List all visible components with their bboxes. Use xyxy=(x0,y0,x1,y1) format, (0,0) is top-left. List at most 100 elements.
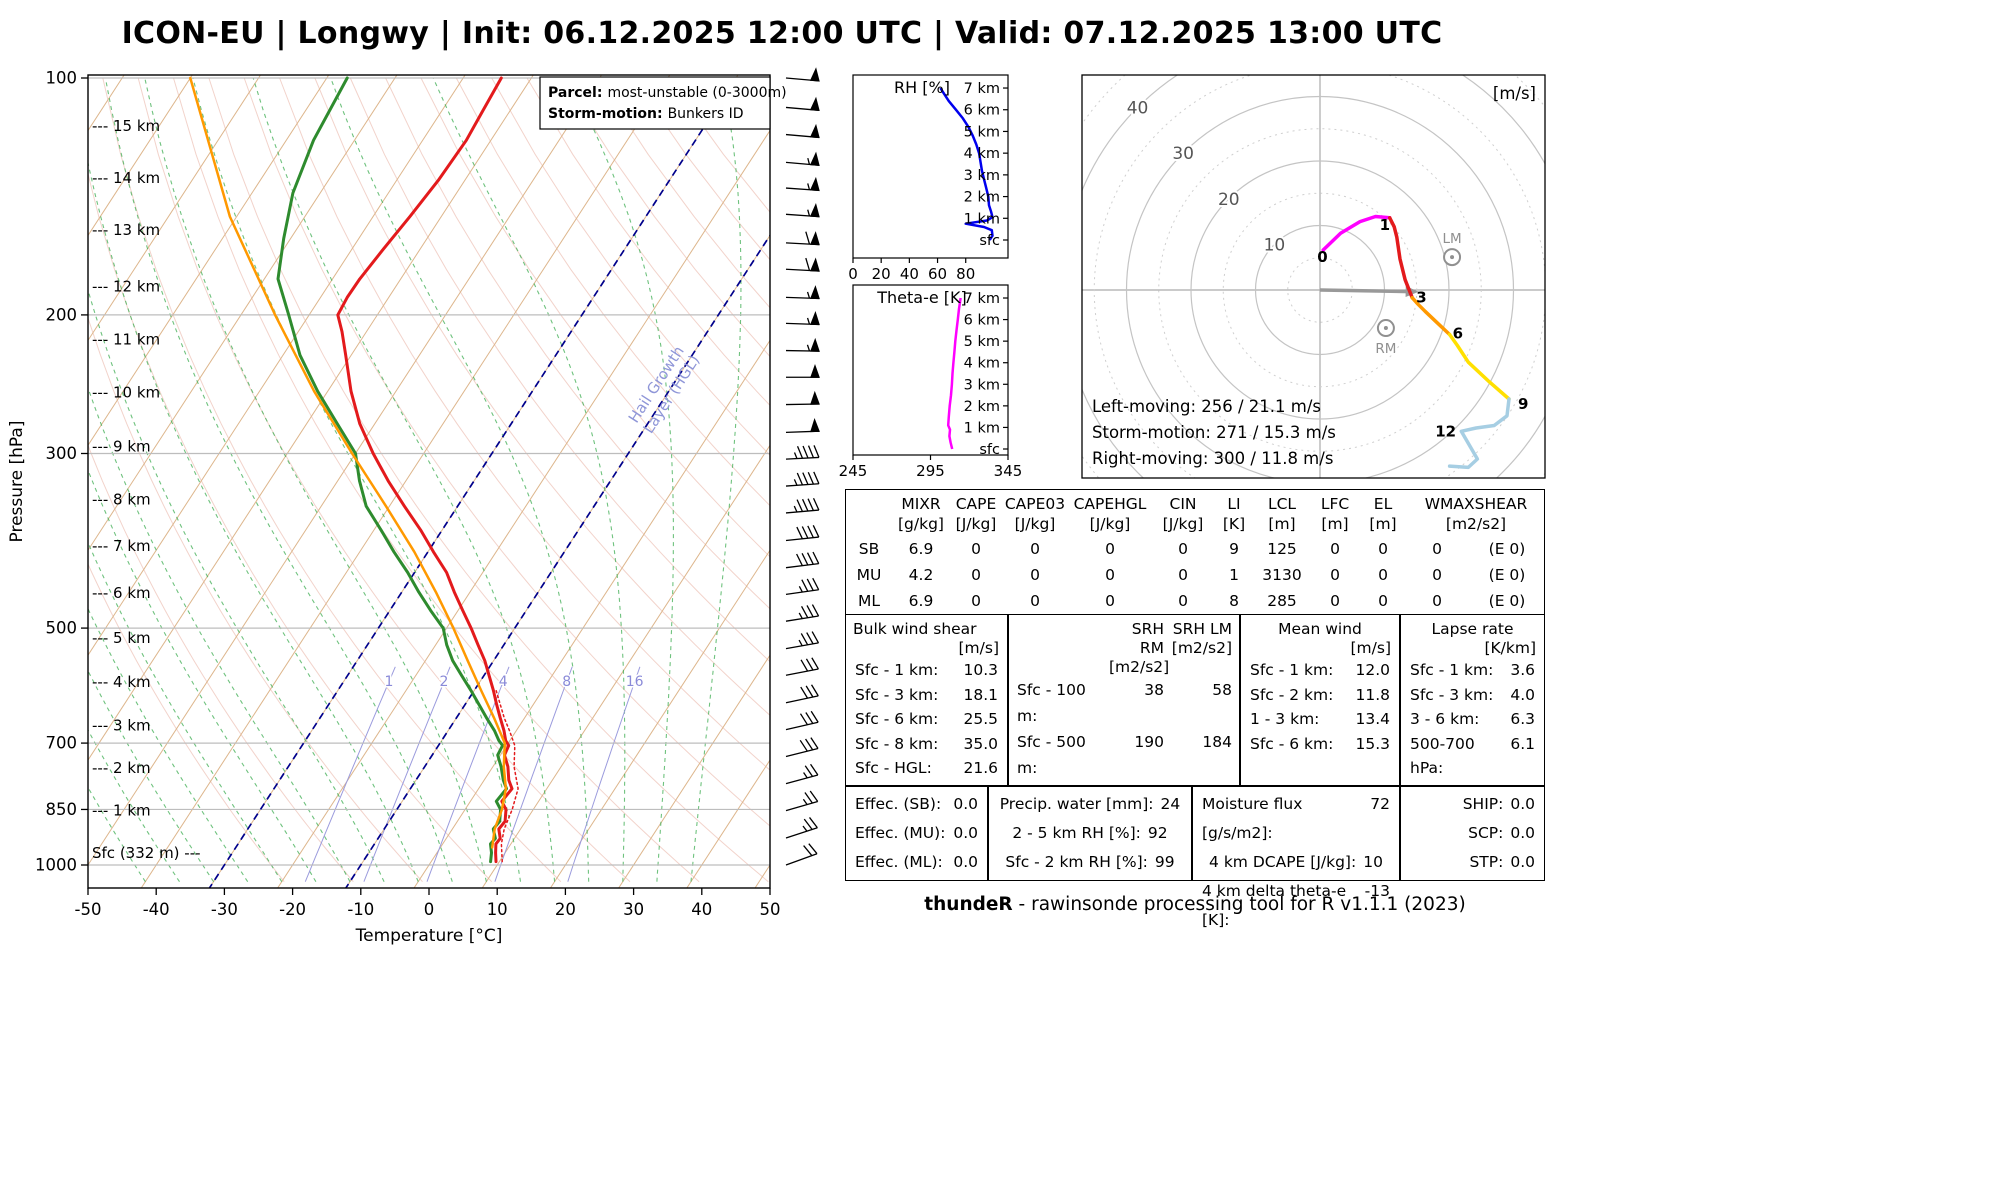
parcel-curve xyxy=(189,76,508,849)
rh-x-tick-label: 60 xyxy=(928,265,947,283)
trace-height-label: 9 xyxy=(1518,395,1528,413)
skewt-ylabel: Pressure [hPa] xyxy=(7,421,27,543)
isotherm-line xyxy=(88,75,398,552)
indices-value: 0 xyxy=(1178,592,1188,610)
lapse-rate-title: Lapse rate xyxy=(1431,620,1514,638)
mixing-ratio-line xyxy=(304,666,396,882)
rh-x-tick-label: 20 xyxy=(872,265,891,283)
dry-adiabat-line xyxy=(491,77,770,456)
hgl-boundary-line xyxy=(344,233,770,888)
mean-wind-unit: [m/s] xyxy=(1350,639,1392,657)
indices-value: 4.2 xyxy=(908,566,934,584)
height-label: --- 7 km xyxy=(92,537,151,555)
trace-height-label: 0 xyxy=(1317,248,1327,266)
mixing-ratio-label: 2 xyxy=(440,674,449,690)
virtual-temperature-curve xyxy=(495,689,519,863)
stat-row: 500-700 hPa: 6.1 xyxy=(1410,734,1535,778)
rh-x-tick-label: 40 xyxy=(900,265,919,283)
srh-lm-value: 184 xyxy=(1202,733,1232,751)
indices-value: 0 xyxy=(1330,540,1340,558)
effective-shear-box: Effec. (SB): 0.0 Effec. (MU): 0.0 Effec. (ML… xyxy=(845,786,988,881)
hodograph-frame xyxy=(1081,74,1546,479)
ring-label: 10 xyxy=(1264,235,1286,255)
height-label: --- 13 km xyxy=(92,221,160,239)
pressure-tick-label: 200 xyxy=(46,305,78,324)
moist-adiabat-line xyxy=(252,77,556,882)
theta-e-x-tick-label: 295 xyxy=(916,462,945,480)
ring-label: 40 xyxy=(1127,99,1149,119)
srh-rm-header: SRH RM [m2/s2] xyxy=(1109,620,1170,676)
height-label: --- 10 km xyxy=(92,384,160,402)
storm-motion-text: Storm-motion: 271 / 15.3 m/s xyxy=(1092,423,1336,442)
dry-adiabat-line xyxy=(243,77,770,827)
indices-value: 0 xyxy=(1432,540,1442,558)
stat-row: Moisture flux [g/s/m2]: 72 xyxy=(1202,795,1390,842)
indices-value: 0 xyxy=(1030,592,1040,610)
theta-e-height-label: 3 km xyxy=(964,377,1000,393)
theta-e-height-label: sfc xyxy=(979,442,1000,458)
rh-panel: RH [%] 0 20 40 60 80 7 km 6 km 5 km 4 km 3 km 2 km 1… xyxy=(848,74,1009,283)
moist-adiabat-line xyxy=(88,669,215,883)
indices-row-label: MU xyxy=(856,566,882,584)
mean-wind-box: Mean wind [m/s] Sfc - 1 km: 12.0 Sfc - 2 k… xyxy=(1240,614,1400,786)
rh-title: RH [%] xyxy=(894,78,950,97)
indices-header: MIXR [g/kg] xyxy=(898,495,944,533)
srh-lm-value: 58 xyxy=(1212,681,1232,699)
precip-box: Precip. water [mm]: 24 2 - 5 km RH [%]: 92 S… xyxy=(988,786,1192,881)
stat-row: Sfc - 8 km: 35.0 xyxy=(855,734,998,753)
lapse-rate-box: Lapse rate [K/km] Sfc - 1 km: 3.6 Sfc - 3 … xyxy=(1400,614,1545,786)
height-label: --- 5 km xyxy=(92,629,151,647)
height-label: --- 1 km xyxy=(92,802,151,820)
skewt-frame xyxy=(87,74,771,889)
rh-height-label: 2 km xyxy=(964,190,1000,206)
stat-row: Sfc - 6 km: 25.5 xyxy=(855,710,998,728)
theta-e-height-label: 2 km xyxy=(964,399,1000,415)
indices-value: 0 xyxy=(971,540,981,558)
pressure-tick-label: 300 xyxy=(46,444,78,463)
stat-row: Sfc - 1 km: 3.6 xyxy=(1410,661,1535,679)
stat-row: Sfc - HGL: 21.6 xyxy=(855,759,998,777)
indices-corner xyxy=(846,490,892,536)
srh-row-label: Sfc - 500 m: xyxy=(1017,733,1086,777)
indices-value: 6.9 xyxy=(908,540,934,558)
isotherm-line xyxy=(481,444,770,888)
moist-adiabat-line xyxy=(88,607,249,883)
indices-table: MIXR [g/kg] CAPE [J/kg] CAPE03 [J/kg] CAPEHGL[… xyxy=(845,489,1545,615)
rh-height-label: 6 km xyxy=(964,103,1000,119)
height-label: Sfc (332 m) --- xyxy=(92,844,201,862)
hodograph-trace-segment xyxy=(1321,214,1392,252)
mixing-ratio-label: 8 xyxy=(562,674,571,690)
stat-row: Effec. (SB): 0.0 xyxy=(855,795,978,813)
stat-row: 4 km DCAPE [J/kg]: 10 xyxy=(1209,853,1383,871)
ring-label: 30 xyxy=(1172,144,1194,164)
theta-e-x-tick-label: 245 xyxy=(839,462,868,480)
indices-header: LI [K] xyxy=(1222,495,1246,533)
storm-motion-text: Left-moving: 256 / 21.1 m/s xyxy=(1092,397,1321,416)
indices-header: WMAXSHEAR [m2/s2] xyxy=(1424,495,1528,533)
indices-value: 0 xyxy=(1105,592,1115,610)
storm-motion-text: Right-moving: 300 / 11.8 m/s xyxy=(1092,449,1333,468)
parcel-legend: Parcel: most-unstable (0-3000m) Storm-moti… xyxy=(539,76,787,130)
indices-header: CAPE03 [J/kg] xyxy=(1004,495,1066,533)
height-label: --- 15 km xyxy=(92,117,160,135)
pressure-tick-label: 850 xyxy=(46,800,78,819)
theta-e-height-label: 1 km xyxy=(964,420,1000,436)
rh-height-label: 3 km xyxy=(964,168,1000,184)
mixing-ratio-label: 4 xyxy=(499,674,508,690)
height-label: --- 2 km xyxy=(92,759,151,777)
stat-row: Effec. (MU): 0.0 xyxy=(855,824,978,842)
indices-value: 1 xyxy=(1229,566,1239,584)
mixing-ratio-label: 1 xyxy=(384,674,393,690)
indices-value: 0 xyxy=(1432,592,1442,610)
indices-value: 0 xyxy=(1378,592,1388,610)
indices-header: CIN [J/kg] xyxy=(1162,495,1204,533)
pressure-tick-label: 700 xyxy=(46,734,78,753)
theta-e-height-label: 6 km xyxy=(964,313,1000,329)
indices-row-label: SB xyxy=(858,540,880,558)
srh-row-label: Sfc - 100 m: xyxy=(1017,681,1086,725)
rh-height-label: 7 km xyxy=(964,81,1000,97)
moist-adiabat-line xyxy=(88,468,317,882)
bulk-shear-unit: [m/s] xyxy=(958,639,1000,657)
srh-box: SRH RM [m2/s2] SRH LM [m2/s2] Sfc - 100 m:… xyxy=(1008,614,1240,829)
